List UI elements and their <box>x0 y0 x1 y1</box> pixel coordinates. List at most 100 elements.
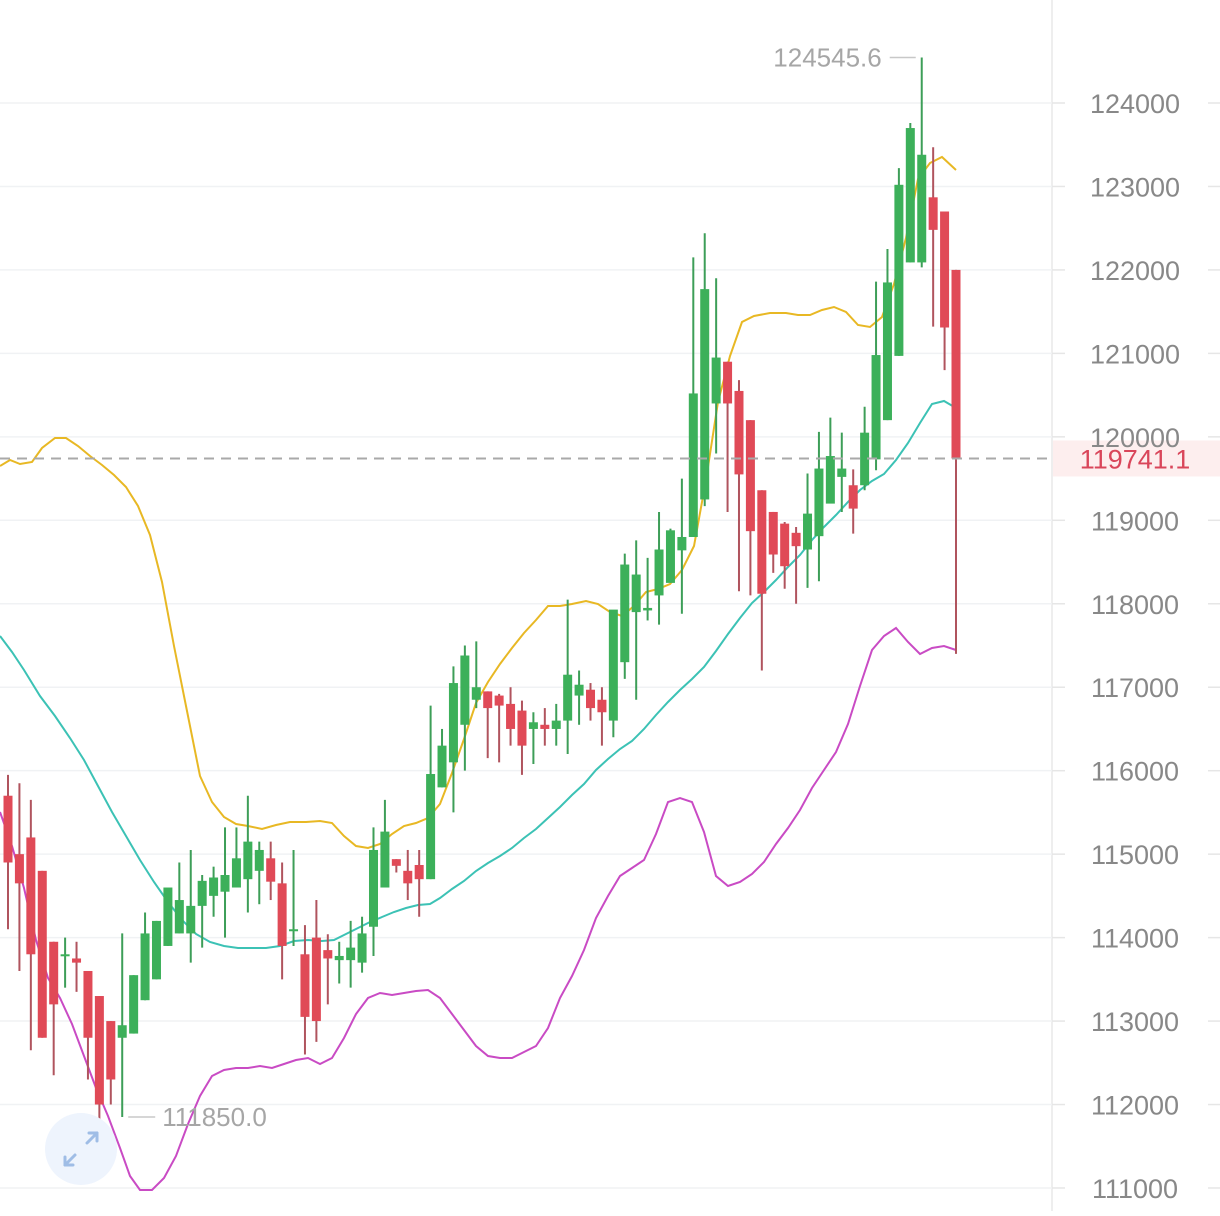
candle <box>49 941 59 1076</box>
y-tick-label: 124000 <box>1090 89 1180 119</box>
y-tick-label: 116000 <box>1091 757 1179 787</box>
candle <box>871 281 881 471</box>
y-tick-label: 112000 <box>1091 1091 1179 1121</box>
candle <box>882 249 892 421</box>
candle <box>951 269 961 654</box>
candle <box>368 827 378 956</box>
candle <box>437 728 447 788</box>
candle <box>540 708 550 746</box>
candle <box>72 941 82 992</box>
candle <box>837 432 847 512</box>
candle <box>3 774 13 930</box>
candle <box>220 827 230 938</box>
candle <box>506 687 516 746</box>
candle <box>631 540 641 700</box>
candles <box>3 57 961 1130</box>
candle <box>426 705 436 880</box>
candle <box>163 887 173 946</box>
candle <box>734 380 744 592</box>
candle <box>620 553 630 679</box>
candle <box>60 937 70 988</box>
y-tick-label: 114000 <box>1091 924 1179 954</box>
y-tick-label: 120000 <box>1090 423 1180 453</box>
candle <box>643 557 653 621</box>
candle <box>471 641 481 709</box>
candle <box>334 941 344 984</box>
y-tick-label: 117000 <box>1091 673 1179 703</box>
candle <box>905 123 915 263</box>
candle <box>757 490 767 671</box>
candle <box>551 703 561 746</box>
candle <box>860 406 870 491</box>
candle <box>483 691 493 759</box>
upper-band-line <box>0 155 957 850</box>
candle <box>848 469 858 534</box>
candle <box>117 933 127 1118</box>
candle <box>106 1021 116 1105</box>
y-tick-label: 115000 <box>1091 840 1179 870</box>
candle <box>448 666 458 813</box>
candle <box>654 511 664 625</box>
y-tick-label: 121000 <box>1090 339 1180 369</box>
candle <box>814 431 824 582</box>
y-tick-label: 119000 <box>1091 506 1179 536</box>
candle <box>197 875 207 948</box>
candle <box>174 862 184 934</box>
candle <box>494 693 504 763</box>
candle <box>563 599 573 754</box>
candle <box>346 920 356 988</box>
y-tick-label: 122000 <box>1090 256 1180 286</box>
candle <box>83 970 93 1080</box>
candle <box>14 783 24 971</box>
last-price-badge <box>1053 440 1220 477</box>
y-tick-label: 113000 <box>1091 1007 1179 1037</box>
candle <box>94 996 104 1130</box>
candle <box>231 827 241 888</box>
candle <box>266 841 276 901</box>
candle <box>380 799 390 888</box>
candle <box>803 473 813 588</box>
expand-chart-button[interactable] <box>45 1113 117 1185</box>
candle <box>140 912 150 1001</box>
candle <box>528 712 538 765</box>
high-price-label: 124545.6 <box>773 42 881 72</box>
lower-band-line <box>0 626 957 1191</box>
price-overlays: 119741.1 124545.6 111850.0 <box>0 42 1220 1132</box>
candle <box>391 859 401 873</box>
candle <box>780 521 790 589</box>
candle <box>894 168 904 356</box>
candle <box>357 916 367 973</box>
candle <box>677 478 687 614</box>
candle <box>129 975 139 1034</box>
candle <box>414 849 424 917</box>
last-price-label: 119741.1 <box>1080 444 1191 474</box>
middle-band-line <box>0 399 957 949</box>
bollinger-bands <box>0 155 957 1191</box>
candle <box>243 795 253 913</box>
expand-arrows-icon <box>63 1131 99 1167</box>
candle <box>665 528 675 583</box>
candle <box>26 799 36 1051</box>
candle <box>608 609 618 738</box>
candle <box>323 934 333 1005</box>
candle <box>745 420 755 596</box>
candle <box>711 278 721 454</box>
candle <box>277 862 287 980</box>
candle <box>403 849 413 901</box>
candle <box>768 511 778 573</box>
candle <box>37 870 47 1038</box>
candle <box>700 233 710 507</box>
candle <box>300 925 310 1055</box>
candle <box>460 645 470 771</box>
candle <box>209 866 219 917</box>
candle <box>574 670 584 725</box>
candle <box>586 683 596 721</box>
candle <box>254 841 264 905</box>
candle <box>940 211 950 371</box>
candle <box>825 417 835 504</box>
candle <box>688 257 698 537</box>
low-price-label: 111850.0 <box>162 1102 267 1132</box>
